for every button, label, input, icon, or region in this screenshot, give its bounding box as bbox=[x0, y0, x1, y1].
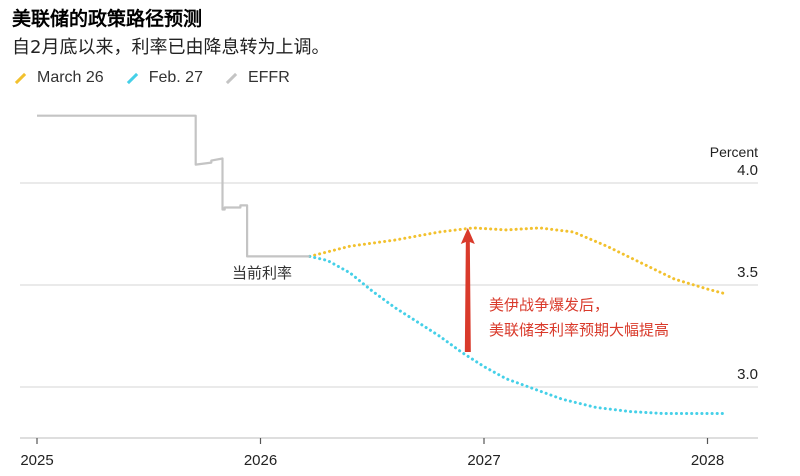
y-tick-label: 4.0 bbox=[737, 162, 758, 179]
chart-subtitle: 自2月底以来，利率已由降息转为上调。 bbox=[12, 37, 330, 58]
y-axis-unit-label: Percent bbox=[710, 144, 758, 160]
x-tick-label: 2028 bbox=[691, 452, 724, 469]
series-line-effr bbox=[37, 114, 310, 258]
legend-item-march-26: March 26 bbox=[14, 69, 104, 87]
legend-item-feb-27: Feb. 27 bbox=[126, 69, 203, 87]
legend-item-effr: EFFR bbox=[225, 69, 290, 87]
series-line-feb-27 bbox=[308, 254, 725, 415]
annotation-text-line: 美联储李利率预期大幅提高 bbox=[489, 321, 669, 339]
x-tick-label: 2027 bbox=[467, 452, 500, 469]
x-tick-label: 2026 bbox=[244, 452, 277, 469]
chart-title: 美联储的政策路径预测 bbox=[12, 8, 203, 30]
legend-label-effr: EFFR bbox=[247, 69, 290, 86]
legend: March 26 Feb. 27 EFFR bbox=[14, 66, 312, 90]
annotation-current-rate: 当前利率 bbox=[232, 264, 292, 282]
series-line-march-26 bbox=[308, 226, 725, 295]
y-tick-label: 3.0 bbox=[737, 366, 758, 383]
annotation-arrow bbox=[460, 228, 475, 352]
y-tick-label: 3.5 bbox=[737, 264, 758, 281]
legend-label-march-26: March 26 bbox=[37, 69, 104, 86]
x-tick-label: 2025 bbox=[20, 452, 53, 469]
legend-label-feb-27: Feb. 27 bbox=[148, 69, 203, 86]
annotation-text-line: 美伊战争爆发后， bbox=[489, 296, 609, 314]
